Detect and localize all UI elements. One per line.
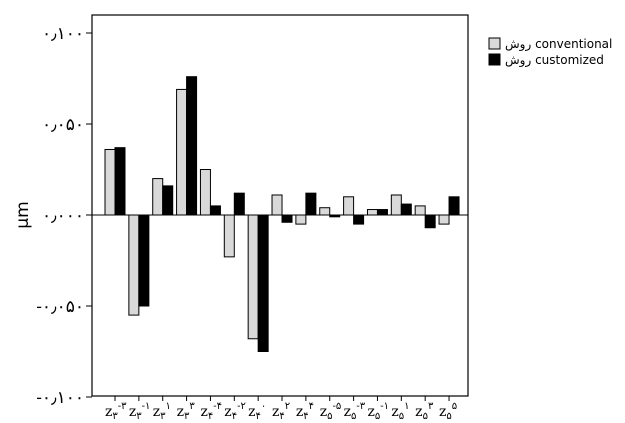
x-category-label: z۵-۵ (320, 401, 342, 422)
x-axis-categories: z۳-۳ z۳-۱ z۳۱ z۳۳ z۴-۴ z۴-۲ z۴۰ z۴۲ z۴۴ z۵-۵ z۵-۳ z… (105, 396, 457, 422)
legend-swatch-customized (488, 53, 501, 66)
bar-customized (305, 192, 317, 216)
x-category-label: z۳-۱ (129, 401, 151, 422)
x-category-label: z۵۱ (391, 401, 409, 422)
legend-label-customized: روش customized (505, 53, 604, 68)
x-category-label: z۴۰ (248, 401, 266, 422)
bar-conventional (247, 214, 259, 340)
y-tick-label: ۰٫۱۰۰ (42, 24, 84, 44)
legend-label-conventional: روش conventional (505, 37, 612, 52)
y-axis-label: µm (13, 201, 33, 228)
bar-conventional (414, 205, 426, 216)
bar-conventional (366, 209, 378, 216)
y-axis: ۰٫۱۰۰ ۰٫۰۵۰ ۰٫۰۰۰ -۰٫۰۵۰ -۰٫۱۰۰ (36, 24, 92, 408)
legend-swatch-conventional (488, 37, 501, 50)
bar-customized (257, 214, 269, 352)
bar-conventional (128, 214, 140, 316)
x-category-label: z۳۱ (153, 401, 171, 422)
bar-conventional (104, 148, 116, 216)
y-tick-label: ۰٫۰۰۰ (42, 206, 84, 226)
bar-customized (162, 185, 174, 216)
bar-conventional (176, 88, 188, 216)
bar-customized (138, 214, 150, 307)
x-category-label: z۵۵ (439, 401, 457, 422)
bar-customized (424, 214, 436, 229)
y-tick-label: -۰٫۱۰۰ (36, 388, 84, 408)
bar-customized (114, 147, 126, 216)
x-category-label: z۵-۳ (344, 401, 366, 422)
y-tick-label: ۰٫۰۵۰ (42, 115, 84, 135)
bar-customized (281, 214, 293, 223)
bar-customized (209, 205, 221, 216)
bar-conventional (319, 207, 331, 216)
bar-conventional (343, 196, 355, 216)
bar-conventional (271, 194, 283, 216)
x-category-label: z۴-۲ (224, 401, 246, 422)
y-tick-label: -۰٫۰۵۰ (36, 297, 84, 317)
bar-customized (233, 192, 245, 216)
x-category-label: z۵-۱ (367, 401, 389, 422)
x-category-label: z۴۴ (296, 401, 314, 422)
x-category-label: z۴۲ (272, 401, 290, 422)
bar-customized (400, 203, 412, 216)
bar-conventional (390, 194, 402, 216)
x-category-label: z۵۳ (415, 401, 434, 422)
bar-conventional (152, 178, 164, 216)
bar-conventional (223, 214, 235, 258)
bar-customized (448, 196, 460, 216)
x-category-label: z۳-۳ (105, 401, 127, 422)
bar-customized (186, 76, 198, 216)
bar-customized (353, 214, 365, 225)
x-category-label: z۴-۴ (200, 401, 222, 422)
bar-conventional (438, 214, 450, 225)
bar-conventional (199, 169, 211, 216)
bar-customized (376, 209, 388, 216)
x-category-label: z۳۳ (177, 401, 196, 422)
bar-conventional (295, 214, 307, 225)
